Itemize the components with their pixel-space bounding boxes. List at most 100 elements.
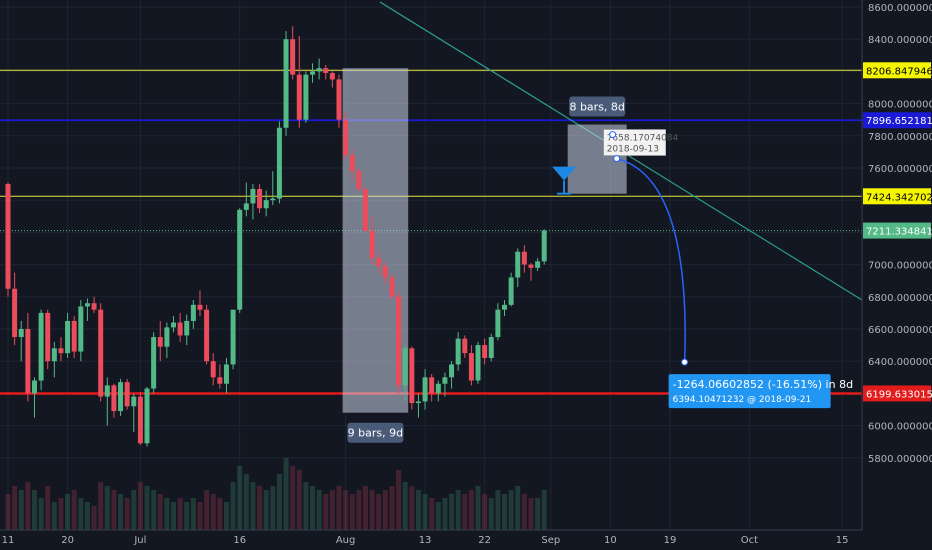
candle-body xyxy=(283,39,289,128)
candle-body xyxy=(435,383,441,394)
candle-body xyxy=(250,188,256,204)
volume-bar xyxy=(316,490,322,530)
volume-bar xyxy=(18,490,24,530)
price-line-label-bg xyxy=(863,62,931,79)
candle-body xyxy=(402,348,408,386)
candle-body xyxy=(263,200,269,209)
volume-bar xyxy=(362,486,368,530)
candle-body xyxy=(336,79,342,120)
volume-bar xyxy=(409,486,415,530)
candle-body xyxy=(475,345,481,381)
y-tick-label: 5800.00000000 xyxy=(868,454,932,465)
volume-bar xyxy=(51,502,57,530)
volume-bar xyxy=(415,490,421,530)
candle-body xyxy=(190,304,196,321)
x-tick-label: 15 xyxy=(836,535,849,546)
y-tick-label: 8400.00000000 xyxy=(868,35,932,46)
candle-body xyxy=(124,382,130,407)
candle-body xyxy=(369,230,375,259)
candle-body xyxy=(230,309,236,365)
candle-body xyxy=(468,353,474,381)
candle-body xyxy=(455,338,461,365)
volume-bar xyxy=(356,490,362,530)
volume-bar xyxy=(475,486,481,530)
x-tick-label: 13 xyxy=(419,535,432,546)
volume-bar xyxy=(190,498,196,530)
y-tick-label: 8600.00000000 xyxy=(868,3,932,14)
volume-bar xyxy=(382,490,388,530)
candle-body xyxy=(270,198,276,201)
candle-body xyxy=(137,396,143,444)
volume-bar xyxy=(402,482,408,530)
candle-body xyxy=(111,385,117,412)
volume-bar xyxy=(177,498,183,530)
candle-body xyxy=(237,209,243,310)
volume-bar xyxy=(482,494,488,530)
candle-body xyxy=(316,68,322,72)
volume-bar xyxy=(98,482,104,530)
candle-body xyxy=(409,348,415,404)
y-tick-label: 7800.00000000 xyxy=(868,132,932,143)
volume-bar xyxy=(197,502,203,530)
volume-bar xyxy=(210,494,216,530)
volume-bar xyxy=(124,498,130,530)
volume-bar xyxy=(204,490,210,530)
y-tick-label: 6400.00000000 xyxy=(868,357,932,368)
candle-body xyxy=(104,385,110,397)
candle-body xyxy=(45,312,51,362)
volume-bar xyxy=(435,502,441,530)
volume-bar xyxy=(508,490,514,530)
price-line-label: 8206.84794684 xyxy=(866,66,932,77)
price-line-label: 7424.34270299 xyxy=(866,192,932,203)
candle-body xyxy=(362,188,368,231)
volume-bar xyxy=(78,498,84,530)
candle-body xyxy=(164,327,170,347)
price-line-label-bg xyxy=(863,385,931,402)
volume-bar xyxy=(137,482,143,530)
candle-body xyxy=(323,68,329,74)
candle-body xyxy=(442,377,448,384)
x-tick-label: Aug xyxy=(336,535,356,546)
volume-bar xyxy=(495,490,501,530)
cocktail-glass-icon xyxy=(552,166,577,181)
x-tick-label: 16 xyxy=(233,535,246,546)
x-tick-label: Jul xyxy=(133,535,146,546)
volume-bar xyxy=(71,490,77,530)
volume-bar xyxy=(455,490,461,530)
volume-bar xyxy=(25,482,31,530)
candle-body xyxy=(65,320,71,354)
candle-body xyxy=(276,127,282,199)
candle-body xyxy=(502,304,507,310)
volume-bar xyxy=(488,498,494,530)
candle-body xyxy=(184,320,190,336)
y-tick-label: 6600.00000000 xyxy=(868,325,932,336)
volume-bar xyxy=(111,490,117,530)
candle-body xyxy=(131,396,137,407)
candle-body xyxy=(38,312,44,381)
volume-bar xyxy=(310,486,316,530)
volume-bar xyxy=(164,498,170,530)
price-line-label-bg xyxy=(863,112,931,129)
volume-bar xyxy=(217,498,223,530)
candle-body xyxy=(462,338,468,354)
volume-bar xyxy=(290,466,296,530)
candle-body xyxy=(58,348,64,354)
candle-body xyxy=(488,337,494,358)
volume-bars xyxy=(5,458,547,530)
volume-bar xyxy=(84,502,90,530)
volume-bar xyxy=(296,470,302,530)
y-tick-label: 8000.00000000 xyxy=(868,100,932,111)
volume-bar xyxy=(442,498,448,530)
y-tick-label: 6000.00000000 xyxy=(868,422,932,433)
candle-body xyxy=(78,306,84,352)
candle-body xyxy=(18,329,24,338)
volume-bar xyxy=(104,486,110,530)
projection-start-point xyxy=(613,155,621,163)
candle-body xyxy=(422,377,428,402)
volume-bar xyxy=(118,494,124,530)
candle-body xyxy=(257,188,263,209)
crosshair-date: 2018-09-13 xyxy=(607,145,659,155)
range-label-1: 9 bars, 9d xyxy=(348,427,403,440)
volume-bar xyxy=(396,470,402,530)
